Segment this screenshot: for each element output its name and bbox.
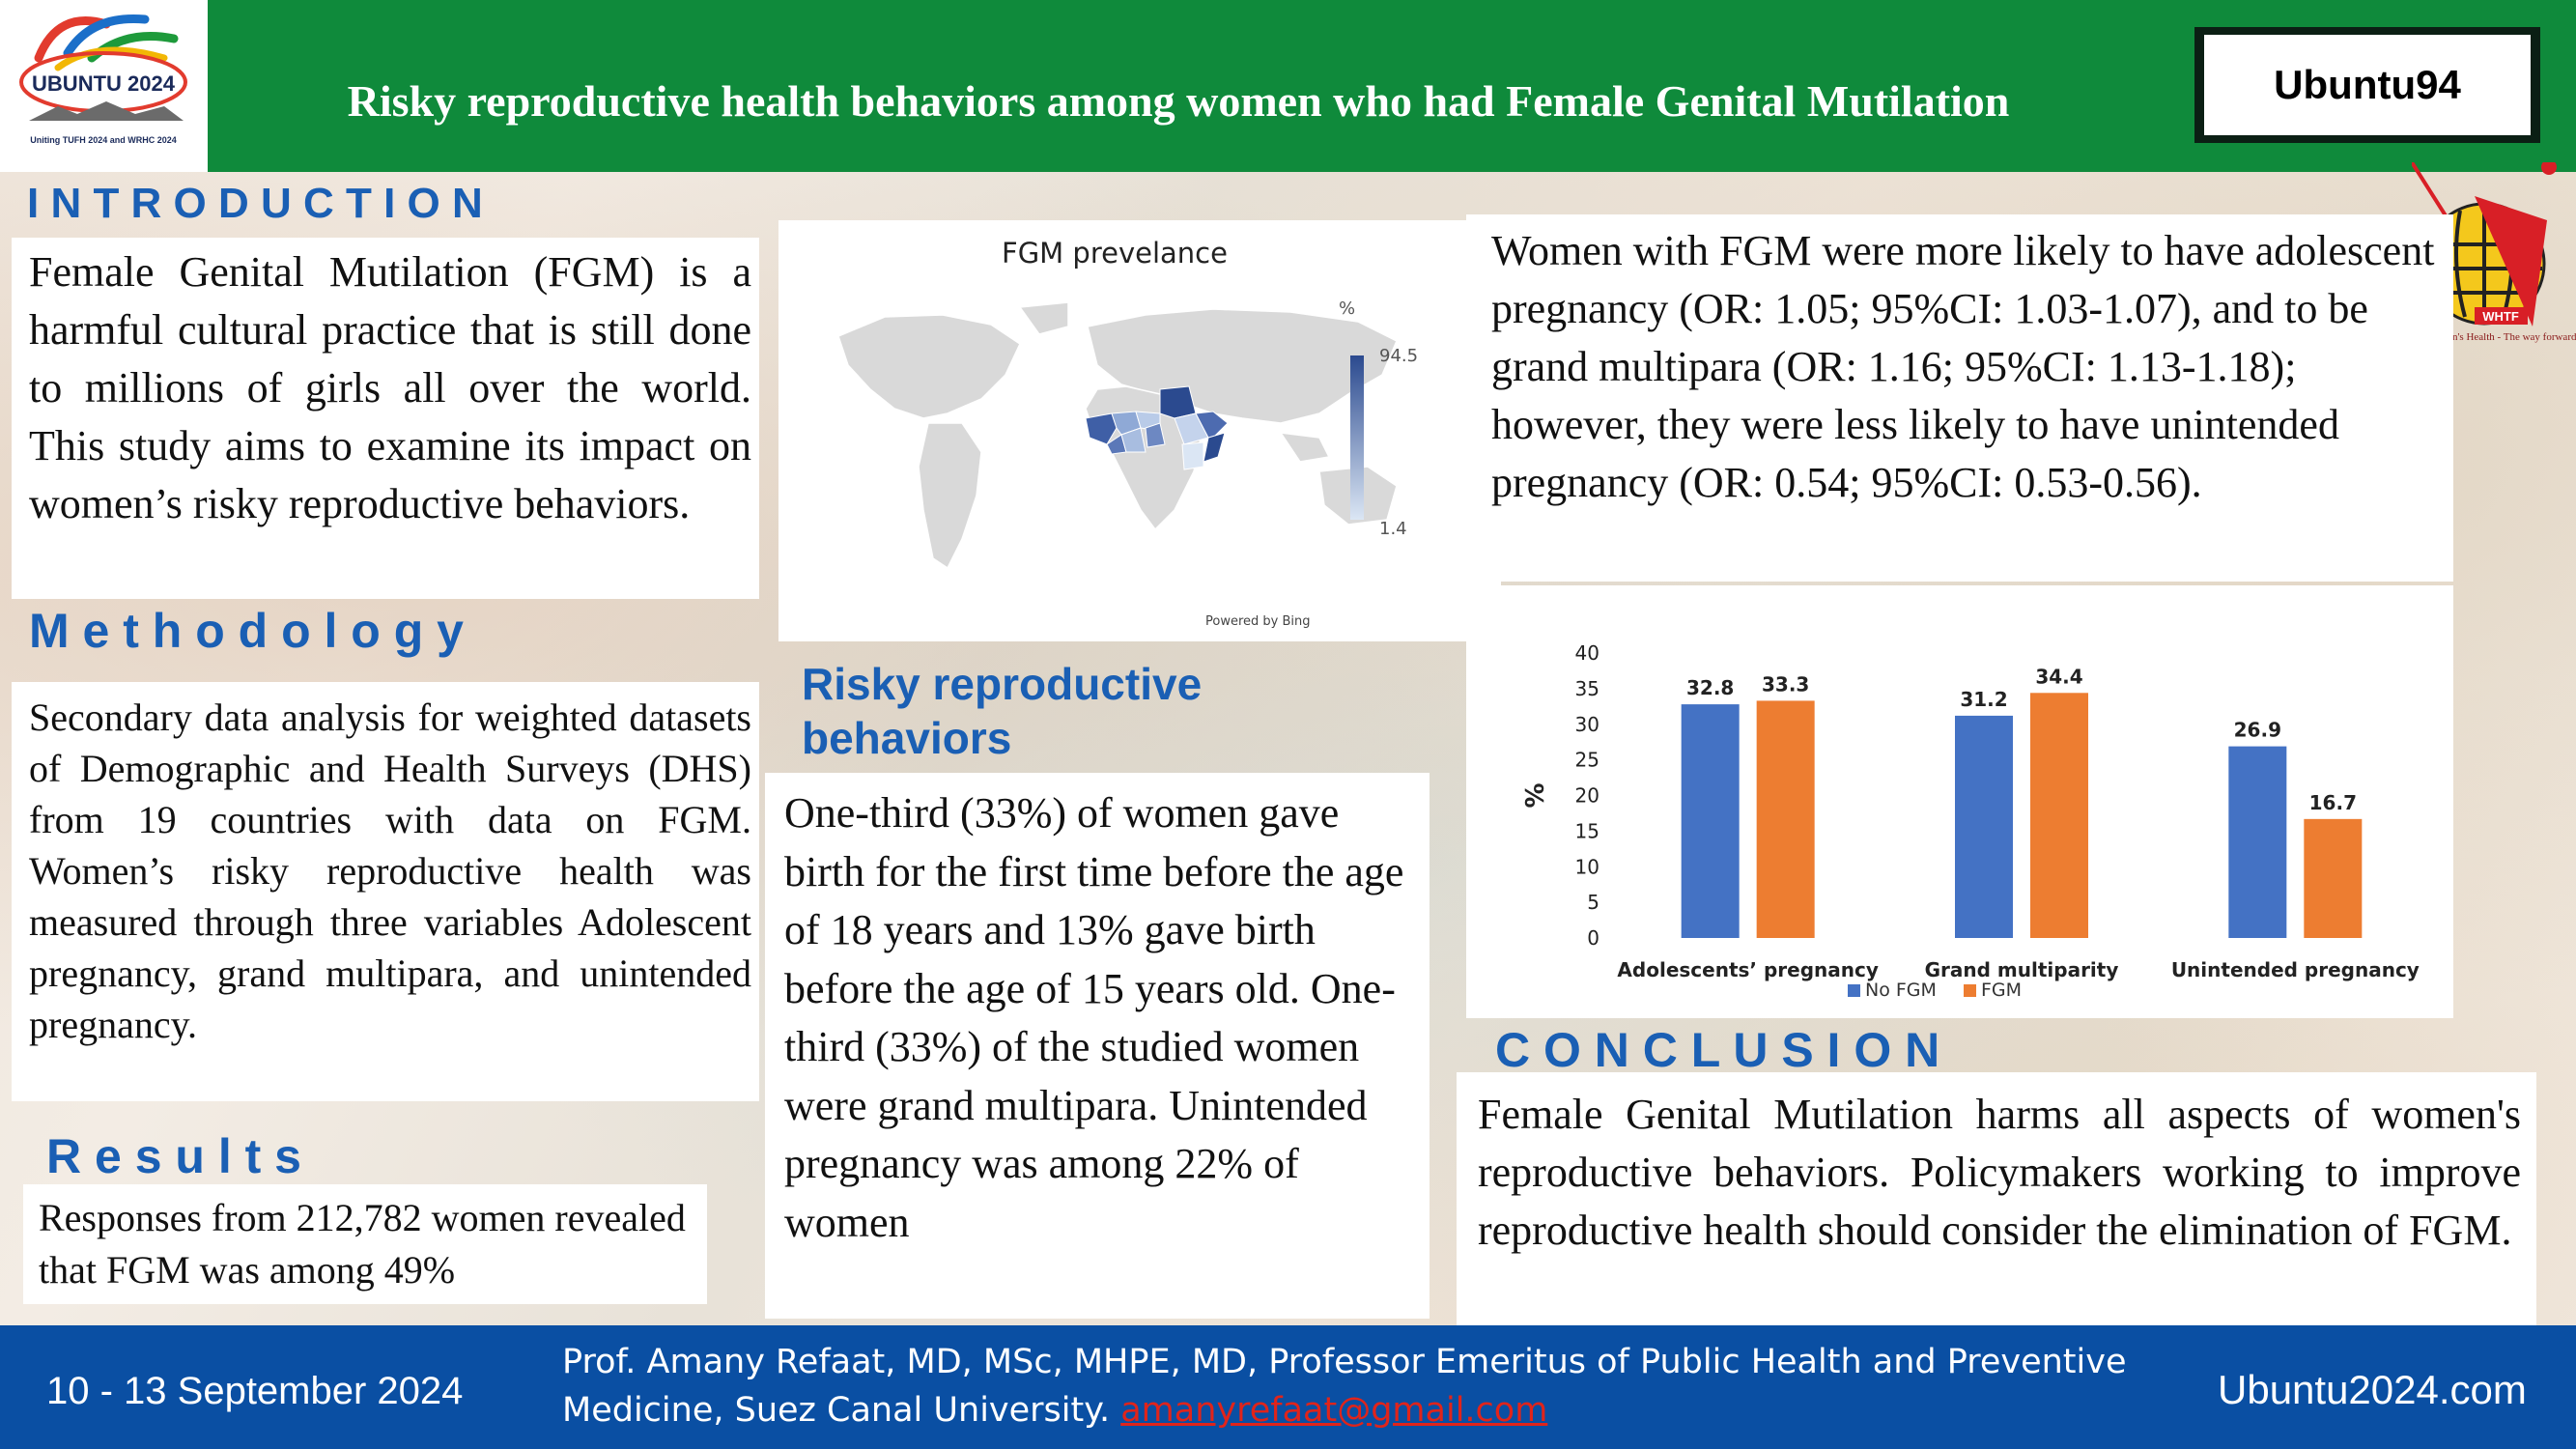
x-tick-label: Grand multiparity <box>1925 958 2119 981</box>
map-min-label: 1.4 <box>1379 519 1407 539</box>
poster-title: Risky reproductive health behaviors amon… <box>347 76 2010 126</box>
data-label: 31.2 <box>1960 688 2007 711</box>
y-axis-label: % <box>1521 782 1550 808</box>
map-unit: % <box>1339 298 1355 319</box>
x-tick-label: Unintended pregnancy <box>2171 958 2420 981</box>
data-label: 32.8 <box>1686 676 1734 699</box>
bar-no-fgm <box>1681 704 1740 938</box>
footer-bar <box>0 1325 2576 1449</box>
website-link[interactable]: Ubuntu2024.com <box>2218 1367 2527 1412</box>
bar-chart: 0 5 10 15 20 25 30 35 40% 32.8 33.3 Adolescents’ pr… <box>1521 641 2420 1001</box>
introduction-panel: Female Genital Mutilation (FGM) is a har… <box>12 238 759 599</box>
results-text: Responses from 212,782 women revealed th… <box>39 1196 686 1292</box>
map-title: FGM prevelance <box>1002 237 1228 270</box>
conclusion-heading: C O N C L U S I O N <box>1495 1023 1940 1077</box>
whtf-logo: WHTF Women's Health - The way forward <box>2412 162 2576 343</box>
risky-heading-line2: behaviors <box>802 713 1012 763</box>
header-bar <box>0 0 2576 172</box>
conclusion-panel: Female Genital Mutilation harms all aspe… <box>1457 1072 2536 1325</box>
bar-chart-panel: 0 5 10 15 20 25 30 35 40% 32.8 33.3 Adolescents’ pr… <box>1466 585 2453 1018</box>
y-tick-label: 40 <box>1575 641 1599 665</box>
odds-ratio-panel: Women with FGM were more likely to have … <box>1466 214 2453 582</box>
introduction-heading: I N T R O D U C T I O N <box>27 180 483 227</box>
author-info: Prof. Amany Refaat, MD, MSc, MHPE, MD, P… <box>562 1338 2223 1435</box>
author-email-link[interactable]: amanyrefaat@gmail.com <box>1120 1391 1548 1430</box>
logo-subtext: Uniting TUFH 2024 and WRHC 2024 <box>30 135 177 145</box>
bar-no-fgm <box>2228 746 2287 938</box>
world-map <box>837 301 1398 570</box>
event-date: 10 - 13 September 2024 <box>46 1370 464 1412</box>
y-tick-label: 0 <box>1587 926 1599 950</box>
poster-code: Ubuntu94 <box>2204 35 2531 135</box>
y-tick-label: 30 <box>1575 713 1599 736</box>
bar-fgm <box>1756 700 1815 938</box>
odds-ratio-text: Women with FGM were more likely to have … <box>1491 227 2435 506</box>
risky-heading: Risky reproductive behaviors <box>802 657 1202 765</box>
legend-label: No FGM <box>1865 980 1937 1001</box>
legend-swatch <box>1848 984 1860 997</box>
map-color-scale <box>1350 355 1364 520</box>
ubuntu-logo: UBUNTU 2024 Uniting TUFH 2024 and WRHC 2… <box>0 0 208 172</box>
conclusion-text: Female Genital Mutilation harms all aspe… <box>1478 1091 2521 1254</box>
bar-fgm <box>2304 818 2363 938</box>
results-panel: Responses from 212,782 women revealed th… <box>23 1184 707 1304</box>
methodology-panel: Secondary data analysis for weighted dat… <box>12 682 759 1101</box>
map-credit: Powered by Bing <box>1205 614 1311 629</box>
bar-no-fgm <box>1955 715 2013 938</box>
y-tick-label: 10 <box>1575 855 1599 878</box>
methodology-heading: M e t h o d o l o g y <box>29 604 464 658</box>
data-label: 34.4 <box>2035 665 2082 688</box>
y-tick-label: 15 <box>1575 819 1599 842</box>
y-tick-label: 25 <box>1575 749 1599 772</box>
y-tick-label: 5 <box>1587 891 1599 914</box>
risky-heading-line1: Risky reproductive <box>802 659 1203 709</box>
risky-text: One-third (33%) of women gave birth for … <box>784 789 1404 1246</box>
logo-text: UBUNTU 2024 <box>32 71 176 96</box>
fgm-map-panel: FGM prevelance % <box>778 220 1501 641</box>
y-tick-label: 35 <box>1575 677 1599 700</box>
risky-panel: One-third (33%) of women gave birth for … <box>765 773 1430 1319</box>
bar-fgm <box>2030 693 2088 938</box>
legend-label: FGM <box>1981 980 2022 1001</box>
data-label: 26.9 <box>2234 719 2281 742</box>
methodology-text: Secondary data analysis for weighted dat… <box>29 696 751 1046</box>
legend-swatch <box>1964 984 1976 997</box>
data-label: 33.3 <box>1762 672 1809 696</box>
x-tick-label: Adolescents’ pregnancy <box>1617 958 1878 981</box>
map-max-label: 94.5 <box>1379 346 1418 366</box>
data-label: 16.7 <box>2309 791 2357 814</box>
results-heading: R e s u l t s <box>46 1129 301 1183</box>
y-tick-label: 20 <box>1575 784 1599 808</box>
introduction-text: Female Genital Mutilation (FGM) is a har… <box>29 248 751 527</box>
author-text: Prof. Amany Refaat, MD, MSc, MHPE, MD, P… <box>562 1343 2127 1430</box>
whtf-logo-text: WHTF <box>2482 309 2519 324</box>
fgm-countries <box>1085 385 1229 470</box>
whtf-tagline: Women's Health - The way forward <box>2425 331 2576 343</box>
